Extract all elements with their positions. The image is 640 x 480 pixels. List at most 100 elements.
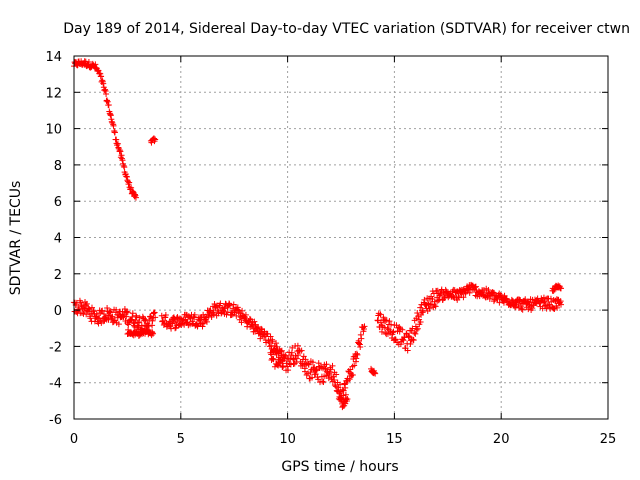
x-tick-label: 15 xyxy=(386,432,403,447)
data-point xyxy=(98,73,105,80)
data-point xyxy=(517,303,524,310)
data-point xyxy=(275,360,282,367)
data-point xyxy=(460,294,467,301)
data-point xyxy=(119,157,126,164)
data-point xyxy=(286,360,293,367)
grid-layer xyxy=(74,56,608,419)
data-point xyxy=(103,90,110,97)
data-point xyxy=(349,372,356,379)
data-point xyxy=(82,302,89,309)
data-point xyxy=(413,326,420,333)
data-point xyxy=(197,314,204,321)
data-point xyxy=(388,321,395,328)
data-point xyxy=(102,86,109,93)
data-point xyxy=(76,306,83,313)
data-point xyxy=(115,321,122,328)
y-tick-label: 6 xyxy=(54,195,62,210)
y-tick-label: -2 xyxy=(49,340,62,355)
data-point xyxy=(105,101,112,108)
data-point xyxy=(515,301,522,308)
data-point xyxy=(109,119,116,126)
data-point xyxy=(285,367,292,374)
data-point xyxy=(360,325,367,332)
data-point xyxy=(400,337,407,344)
data-point xyxy=(300,353,307,360)
data-point xyxy=(148,139,155,146)
data-point xyxy=(282,352,289,359)
x-tick-label: 25 xyxy=(600,432,617,447)
data-point xyxy=(351,362,358,369)
data-point xyxy=(392,336,399,343)
data-point xyxy=(179,320,186,327)
data-point xyxy=(251,318,258,325)
data-point xyxy=(307,369,314,376)
data-point xyxy=(392,336,399,343)
data-point xyxy=(81,307,88,314)
data-point xyxy=(344,396,351,403)
data-point xyxy=(107,112,114,119)
data-point xyxy=(378,322,385,329)
data-point xyxy=(554,304,561,311)
data-point xyxy=(99,307,106,314)
data-point xyxy=(293,355,300,362)
data-point xyxy=(525,306,532,313)
y-tick-label: 4 xyxy=(54,232,62,247)
data-point xyxy=(462,290,469,297)
data-point xyxy=(142,316,149,323)
data-point xyxy=(109,313,116,320)
data-point xyxy=(415,313,422,320)
data-point xyxy=(358,335,365,342)
data-point xyxy=(517,297,524,304)
data-point xyxy=(239,307,246,314)
data-point xyxy=(329,362,336,369)
y-tick-label: 10 xyxy=(45,123,62,138)
y-tick-label: 0 xyxy=(54,304,62,319)
data-point xyxy=(529,305,536,312)
data-point xyxy=(327,366,334,373)
data-point xyxy=(150,330,157,337)
data-point xyxy=(111,129,118,136)
data-point xyxy=(121,164,128,171)
data-point xyxy=(133,314,140,321)
data-point xyxy=(145,323,152,330)
data-point xyxy=(279,364,286,371)
data-point xyxy=(172,319,179,326)
data-point xyxy=(302,356,309,363)
data-point xyxy=(246,315,253,322)
data-point xyxy=(149,317,156,324)
data-point xyxy=(383,317,390,324)
data-point xyxy=(134,319,141,326)
data-point xyxy=(107,308,114,315)
y-tick-label: -6 xyxy=(49,413,62,428)
data-point xyxy=(417,304,424,311)
data-point xyxy=(417,318,424,325)
data-point xyxy=(150,310,157,317)
data-point xyxy=(200,320,207,327)
data-point xyxy=(273,340,280,347)
data-point xyxy=(331,382,338,389)
data-point xyxy=(103,97,110,104)
data-point xyxy=(470,286,477,293)
data-point xyxy=(441,294,448,301)
data-point xyxy=(518,305,525,312)
data-point xyxy=(104,98,111,105)
data-point xyxy=(267,333,274,340)
data-point xyxy=(432,303,439,310)
data-layer xyxy=(70,58,565,411)
data-point xyxy=(486,295,493,302)
data-point xyxy=(199,323,206,330)
data-point xyxy=(292,352,299,359)
data-point xyxy=(100,80,107,87)
data-point xyxy=(234,304,241,311)
data-point xyxy=(558,301,565,308)
data-point xyxy=(129,310,136,317)
data-point xyxy=(123,308,130,315)
data-point xyxy=(309,374,316,381)
data-point xyxy=(203,318,210,325)
data-point xyxy=(280,362,287,369)
data-point xyxy=(519,306,526,313)
data-point xyxy=(269,338,276,345)
data-point xyxy=(405,333,412,340)
data-point xyxy=(113,306,120,313)
